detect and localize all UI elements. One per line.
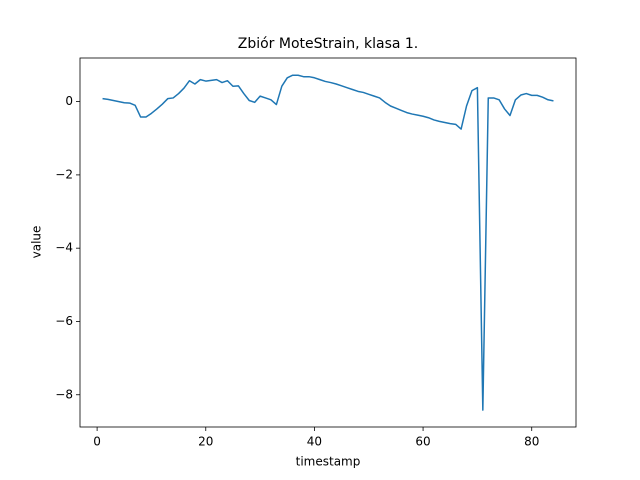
data-line (102, 74, 554, 411)
y-tick-label: −6 (55, 314, 73, 328)
chart-title: Zbiór MoteStrain, klasa 1. (238, 36, 419, 52)
x-axis-label: timestamp (296, 455, 361, 469)
x-tick-label: 40 (307, 435, 322, 449)
plot-frame (79, 57, 577, 428)
y-axis-label: value (30, 226, 44, 259)
x-tick-label: 20 (198, 435, 213, 449)
x-tick-label: 0 (93, 435, 101, 449)
y-tick-label: 0 (65, 94, 73, 108)
y-tick-label: −8 (55, 387, 73, 401)
y-tick-label: −4 (55, 241, 73, 255)
y-tick-label: −2 (55, 167, 73, 181)
x-tick-label: 80 (524, 435, 539, 449)
x-tick-label: 60 (415, 435, 430, 449)
